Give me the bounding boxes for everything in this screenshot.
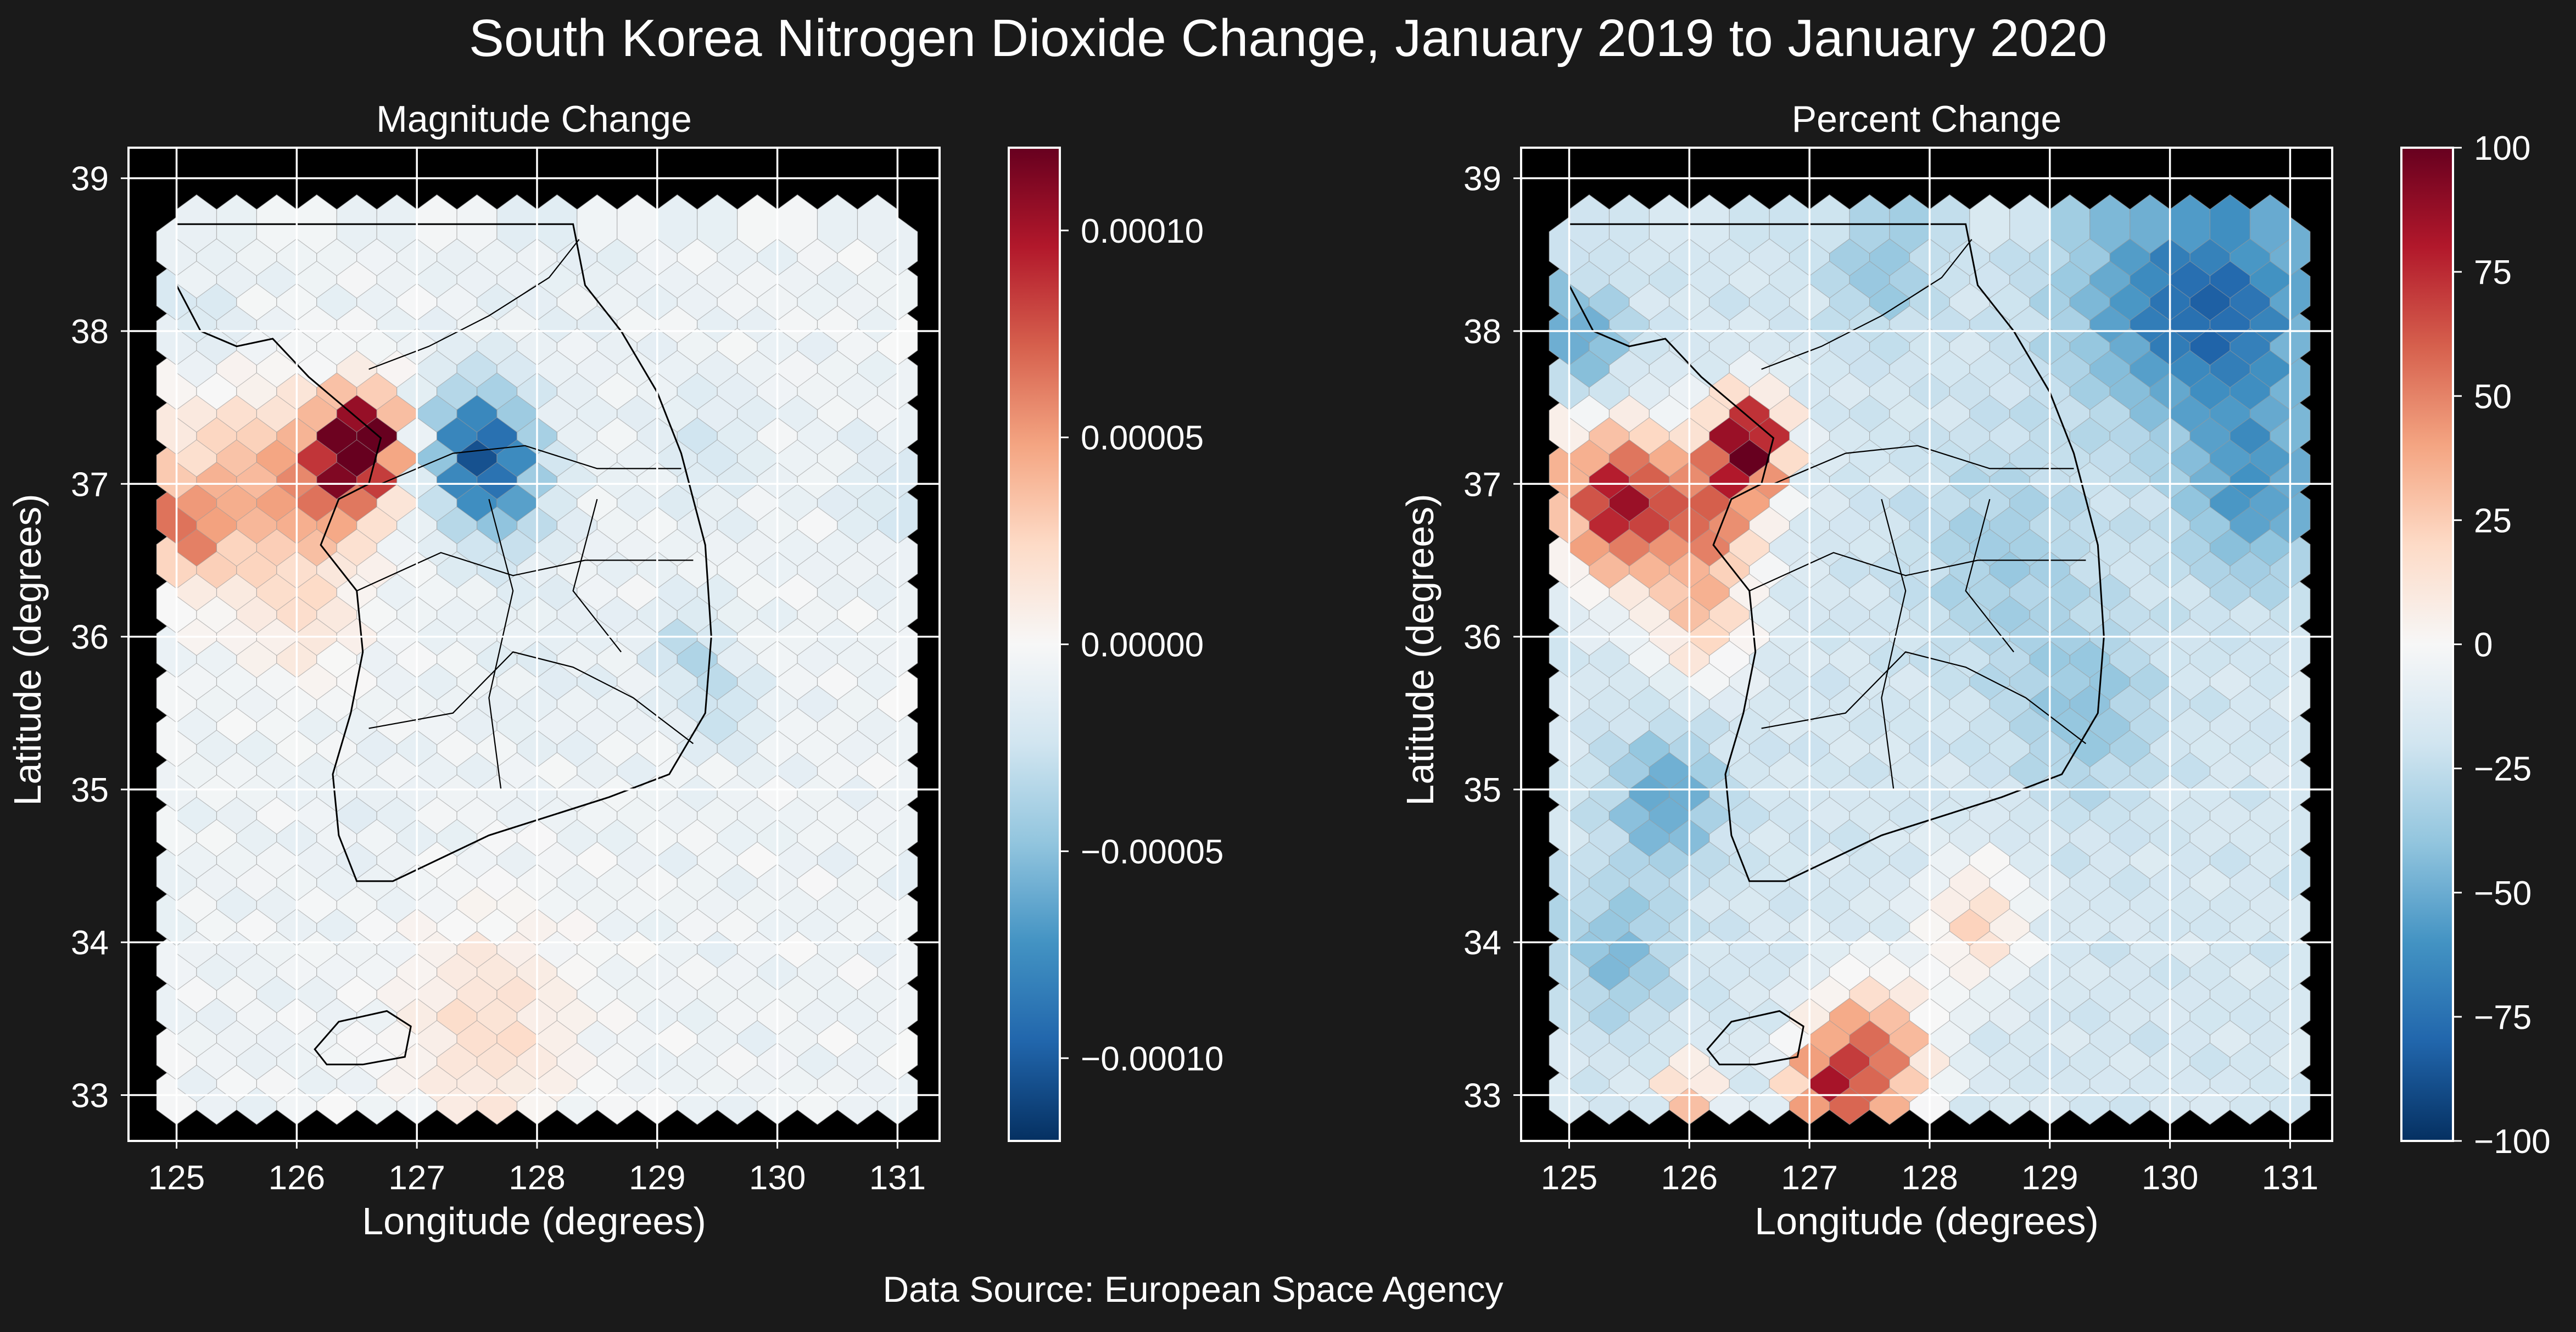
y-axis-label: Latitude (degrees) bbox=[1399, 494, 1441, 805]
province-border bbox=[368, 651, 694, 745]
colorbar-gradient bbox=[1009, 148, 1060, 1141]
x-tick-label: 126 bbox=[1661, 1159, 1718, 1197]
data-source-note: Data Source: European Space Agency bbox=[882, 1269, 1504, 1309]
colorbar-tick-label: 0.00000 bbox=[1081, 626, 1204, 664]
colorbar-tick-label: −0.00005 bbox=[1081, 833, 1223, 871]
colorbar: −100 −75 −50 −25 0 25 50 75 100 bbox=[2400, 130, 2551, 1161]
y-tick-label: 37 bbox=[71, 466, 109, 503]
x-tick-label: 125 bbox=[148, 1159, 205, 1197]
province-border bbox=[1749, 552, 2086, 592]
x-tick-label: 130 bbox=[2142, 1159, 2198, 1197]
colorbar-tick-label: 50 bbox=[2474, 378, 2512, 416]
colorbar-tick-label: −50 bbox=[2474, 875, 2532, 913]
figure-title: South Korea Nitrogen Dioxide Change, Jan… bbox=[468, 9, 2108, 68]
province-border bbox=[368, 239, 580, 370]
map-outline bbox=[1568, 223, 2105, 1066]
x-axis-label: Longitude (degrees) bbox=[1754, 1200, 2099, 1243]
y-tick-label: 38 bbox=[1463, 313, 1501, 351]
y-tick-label: 39 bbox=[71, 160, 109, 198]
x-tick-label: 129 bbox=[2021, 1159, 2078, 1197]
x-axis-label: Longitude (degrees) bbox=[362, 1200, 706, 1243]
colorbar-tick-label: 75 bbox=[2474, 254, 2512, 292]
map-outline bbox=[176, 223, 712, 1066]
coastline bbox=[176, 223, 712, 882]
y-axis-label: Latitude (degrees) bbox=[6, 494, 49, 805]
colorbar-gradient bbox=[2401, 148, 2453, 1141]
province-border bbox=[572, 499, 622, 653]
chart-title: Magnitude Change bbox=[376, 98, 692, 140]
x-tick-label: 127 bbox=[388, 1159, 445, 1197]
x-tick-label: 131 bbox=[2262, 1159, 2318, 1197]
x-tick-label: 125 bbox=[1541, 1159, 1597, 1197]
province-border bbox=[488, 499, 514, 790]
colorbar: −0.00010 −0.00005 0.00000 0.00005 0.00010 bbox=[1008, 147, 1223, 1142]
coastline bbox=[1568, 223, 2105, 882]
y-tick-label: 39 bbox=[1463, 160, 1501, 198]
y-tick-label: 35 bbox=[1463, 771, 1501, 809]
y-tick-label: 33 bbox=[71, 1077, 109, 1115]
x-tick-label: 126 bbox=[269, 1159, 325, 1197]
province-border bbox=[356, 552, 694, 592]
y-tick-label: 33 bbox=[1463, 1077, 1501, 1115]
x-tick-label: 129 bbox=[629, 1159, 685, 1197]
chart-panel-magnitude: 125 126 127 128 129 130 131 33 34 35 36 37 38 39 Magni… bbox=[6, 98, 1223, 1243]
x-tick-label: 130 bbox=[749, 1159, 806, 1197]
province-border bbox=[1761, 239, 1972, 370]
province-border bbox=[1761, 651, 2087, 745]
y-tick-label: 38 bbox=[71, 313, 109, 351]
province-border bbox=[381, 445, 681, 485]
colorbar-tick-label: −25 bbox=[2474, 751, 2532, 788]
province-border bbox=[1965, 499, 2014, 653]
jeju-island bbox=[1706, 1010, 1804, 1066]
y-tick-label: 37 bbox=[1463, 466, 1501, 503]
y-tick-label: 35 bbox=[71, 771, 109, 809]
colorbar-tick-label: 0.00005 bbox=[1081, 419, 1204, 457]
colorbar-tick-label: −0.00010 bbox=[1081, 1040, 1223, 1078]
colorbar-tick-label: 25 bbox=[2474, 502, 2512, 540]
y-tick-label: 36 bbox=[71, 619, 109, 657]
colorbar-tick-label: −100 bbox=[2474, 1123, 2551, 1161]
y-tick-label: 34 bbox=[71, 924, 109, 962]
colorbar-tick-label: 0.00010 bbox=[1081, 212, 1204, 250]
y-tick-label: 34 bbox=[1463, 924, 1501, 962]
x-tick-label: 127 bbox=[1781, 1159, 1837, 1197]
axes-frame bbox=[1520, 147, 2333, 1142]
province-border bbox=[1773, 445, 2074, 485]
jeju-island bbox=[314, 1010, 412, 1066]
x-tick-label: 128 bbox=[1901, 1159, 1958, 1197]
chart-panel-percent: 125 126 127 128 129 130 131 33 34 35 36 37 38 39 Perce… bbox=[1399, 98, 2551, 1243]
province-border bbox=[1881, 499, 1907, 790]
colorbar-tick-label: 0 bbox=[2474, 626, 2493, 664]
grid-lines bbox=[1521, 148, 2332, 1141]
grid-lines bbox=[128, 148, 940, 1141]
y-tick-label: 36 bbox=[1463, 619, 1501, 657]
colorbar-tick-label: 100 bbox=[2474, 130, 2530, 167]
colorbar-tick-label: −75 bbox=[2474, 999, 2532, 1037]
x-tick-label: 128 bbox=[509, 1159, 565, 1197]
chart-title: Percent Change bbox=[1792, 98, 2061, 140]
axes-frame bbox=[127, 147, 941, 1142]
x-tick-label: 131 bbox=[869, 1159, 926, 1197]
